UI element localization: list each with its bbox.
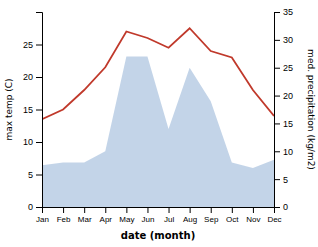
axis-line (36, 13, 43, 208)
tick: Jun (142, 207, 155, 224)
y-axis-title: max temp (C) (4, 78, 14, 140)
tick-label: 5 (283, 175, 288, 185)
tick-label: Jan (36, 215, 49, 224)
tick-label: 0 (28, 202, 33, 212)
tick-mark (274, 40, 280, 41)
tick-mark (274, 12, 280, 13)
tick-label: May (119, 215, 134, 224)
tick-label: Apr (100, 215, 113, 224)
tick: Mar (78, 207, 92, 224)
tick: 25 (23, 40, 42, 50)
tick-mark (274, 123, 280, 124)
tick-mark (36, 110, 42, 111)
tick-mark (211, 207, 212, 213)
tick: 15 (23, 105, 42, 115)
tick: Sep (204, 207, 219, 224)
tick-mark (274, 96, 280, 97)
chart: JanFebMarAprMayJunJulAugSepOctNovDec0510… (0, 0, 318, 247)
tick: 15 (274, 119, 293, 129)
tick: 30 (274, 35, 293, 45)
tick-label: Aug (183, 215, 197, 224)
x-axis-title: date (month) (121, 230, 195, 241)
tick-label: 15 (283, 119, 293, 129)
tick: 10 (23, 137, 42, 147)
tick-label: Jun (142, 215, 155, 224)
temperature-line (42, 28, 274, 119)
tick-mark (274, 207, 280, 208)
tick-mark (36, 175, 42, 176)
tick-label: 30 (283, 35, 293, 45)
tick-label: 20 (283, 91, 293, 101)
tick-label: Oct (226, 215, 239, 224)
tick-mark (63, 207, 64, 213)
tick-label: Sep (204, 215, 219, 224)
y2-axis-title: med. precipitation (kg/m2) (306, 49, 316, 170)
axis-line (275, 13, 281, 208)
tick: May (119, 207, 134, 224)
tick: Oct (226, 207, 239, 224)
tick-label: Nov (246, 215, 260, 224)
tick-mark (36, 77, 42, 78)
y2-axis: 0 5 10 15 20 25 30 35 (274, 7, 293, 212)
tick-label: 25 (23, 40, 33, 50)
tick: Jan (36, 207, 49, 224)
tick-label: Feb (57, 215, 71, 224)
tick: Dec (267, 207, 281, 224)
tick: Nov (246, 207, 260, 224)
tick-label: 5 (28, 170, 33, 180)
tick: Feb (57, 207, 71, 224)
tick: 20 (274, 91, 293, 101)
tick-label: 10 (283, 147, 293, 157)
tick-mark (232, 207, 233, 213)
tick-mark (36, 45, 42, 46)
tick: 5 (28, 170, 42, 180)
tick: 5 (274, 175, 288, 185)
tick: 0 (274, 202, 288, 212)
tick-label: 0 (283, 202, 288, 212)
tick-mark (105, 207, 106, 213)
tick-label: 35 (283, 7, 293, 17)
tick: Jul (164, 207, 174, 224)
x-axis: Jan Feb Mar Apr May Jun Jul Aug Sep Oct Nov Dec (36, 207, 282, 224)
tick: 35 (274, 7, 293, 17)
tick-mark (126, 207, 127, 213)
axis-line (43, 208, 275, 214)
tick-mark (84, 207, 85, 213)
tick-label: 10 (23, 137, 33, 147)
tick-label: 25 (283, 63, 293, 73)
tick-mark (253, 207, 254, 213)
tick-label: Dec (267, 215, 281, 224)
tick-mark (36, 142, 42, 143)
tick: Aug (183, 207, 197, 224)
tick-mark (36, 207, 42, 208)
plot: JanFebMarAprMayJunJulAugSepOctNovDec0510… (23, 7, 293, 223)
marks (42, 28, 274, 207)
tick-mark (169, 207, 170, 213)
tick: 25 (274, 63, 293, 73)
y-axis: 0 5 10 15 20 25 (23, 13, 43, 213)
tick: 10 (274, 147, 293, 157)
tick-label: Jul (164, 215, 174, 224)
tick-label: 20 (23, 72, 33, 82)
tick-mark (147, 207, 148, 213)
tick-mark (274, 68, 280, 69)
tick: Apr (100, 207, 113, 224)
tick-mark (274, 179, 280, 180)
precipitation-area (42, 57, 274, 207)
tick: 0 (28, 202, 42, 212)
tick-label: Mar (78, 215, 92, 224)
tick: 20 (23, 72, 42, 82)
tick-mark (274, 151, 280, 152)
tick-mark (190, 207, 191, 213)
tick-label: 15 (23, 105, 33, 115)
